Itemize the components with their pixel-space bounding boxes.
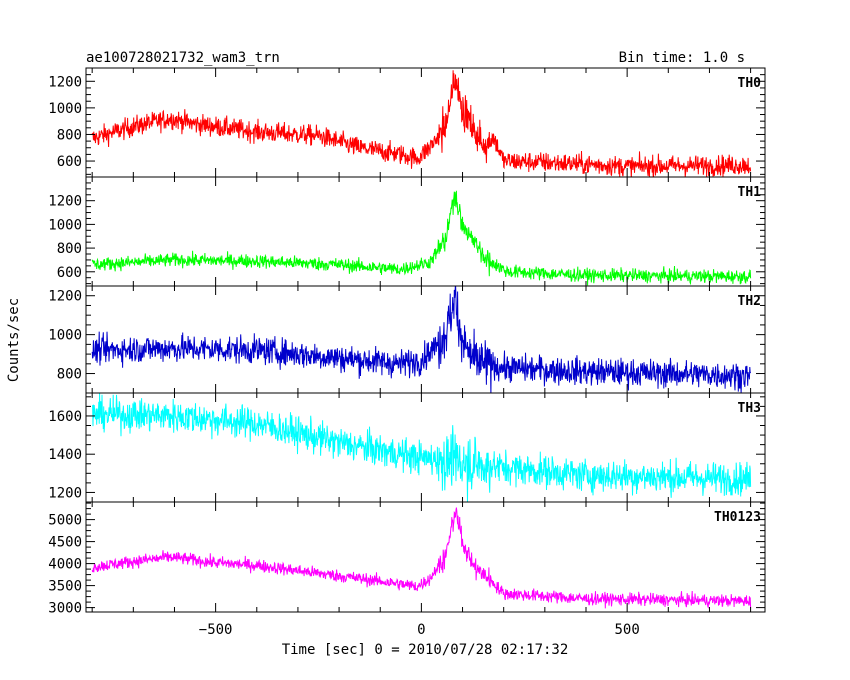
y-tick-label: 5000 (48, 513, 82, 529)
bin-time-label: Bin time: 1.0 s (619, 50, 745, 66)
series-line-th3 (91, 393, 752, 502)
panel-frame (85, 501, 766, 613)
panel-th3: 1200 1400 1600 TH3 (48, 392, 766, 503)
y-tick-label: 1200 (48, 485, 82, 501)
x-tick-label: −500 (199, 622, 233, 638)
y-tick-label: 1200 (48, 74, 82, 90)
plot-header-title: ae100728021732_wam3_trn (86, 50, 280, 66)
y-tick-label: 1000 (48, 101, 82, 117)
x-tick-label: 0 (417, 622, 425, 638)
y-tick-label: 4500 (48, 535, 82, 551)
panel-frame (85, 392, 766, 503)
panel-th0123: 3000 3500 4000 4500 5000 TH0123 (48, 501, 766, 617)
y-tick-label: 1000 (48, 328, 82, 344)
y-tick-label: 1600 (48, 409, 82, 425)
y-tick-label: 1400 (48, 447, 82, 463)
y-tick-label: 600 (57, 265, 82, 281)
y-tick-label: 4000 (48, 557, 82, 573)
y-tick-label: 800 (57, 127, 82, 143)
series-line-th0 (91, 70, 752, 177)
panel-th1: 600 800 1000 1200 TH1 (48, 176, 766, 287)
series-line-th2 (91, 286, 752, 393)
y-tick-label: 1000 (48, 217, 82, 233)
y-tick-label: 1200 (48, 289, 82, 305)
panel-label-th3: TH3 (738, 401, 761, 416)
series-line-th0123 (91, 507, 752, 609)
y-tick-label: 3500 (48, 579, 82, 595)
series-line-th1 (91, 190, 752, 286)
y-tick-label: 600 (57, 154, 82, 170)
y-tick-label: 3000 (48, 601, 82, 617)
panel-th0: 600 800 1000 1200 TH0 (48, 67, 766, 178)
panel-th2: 800 1000 1200 TH2 (48, 285, 766, 394)
panel-label-th1: TH1 (738, 185, 762, 200)
y-tick-label: 800 (57, 241, 82, 257)
x-tick-label: 500 (614, 622, 639, 638)
panels-group: 600 800 1000 1200 TH0 600 800 1000 1200 TH1 800 100… (48, 67, 766, 638)
panel-label-th0: TH0 (738, 76, 762, 91)
y-tick-label: 800 (57, 367, 82, 383)
panel-label-th0123: TH0123 (714, 510, 761, 525)
y-tick-label: 1200 (48, 194, 82, 210)
y-axis-title: Counts/sec (6, 298, 22, 382)
x-axis-title: Time [sec] 0 = 2010/07/28 02:17:32 (282, 642, 569, 658)
panel-label-th2: TH2 (738, 294, 761, 309)
